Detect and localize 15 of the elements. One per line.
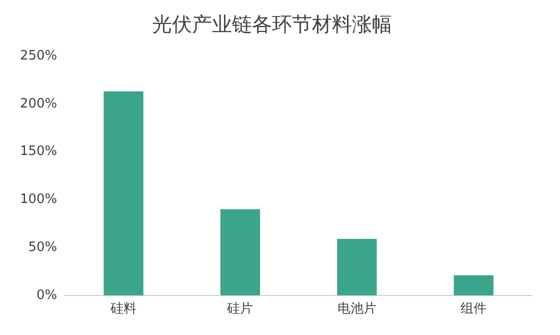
y-tick-label: 50%: [28, 240, 58, 255]
x-tick-label: 电池片: [337, 302, 376, 317]
x-tick-label: 组件: [460, 302, 487, 317]
y-tick-label: 250%: [20, 48, 58, 64]
chart-title: 光伏产业链各环节材料涨幅: [152, 12, 392, 36]
bar: [337, 238, 377, 296]
y-tick-label: 200%: [20, 96, 58, 112]
y-tick-label: 0%: [36, 288, 58, 303]
bar: [220, 209, 260, 296]
bar: [104, 91, 144, 296]
x-tick-label: 硅料: [110, 302, 137, 317]
y-tick-label: 150%: [20, 144, 58, 160]
y-tick-label: 100%: [20, 192, 58, 208]
bar: [454, 275, 494, 296]
x-tick-label: 硅片: [226, 302, 254, 317]
